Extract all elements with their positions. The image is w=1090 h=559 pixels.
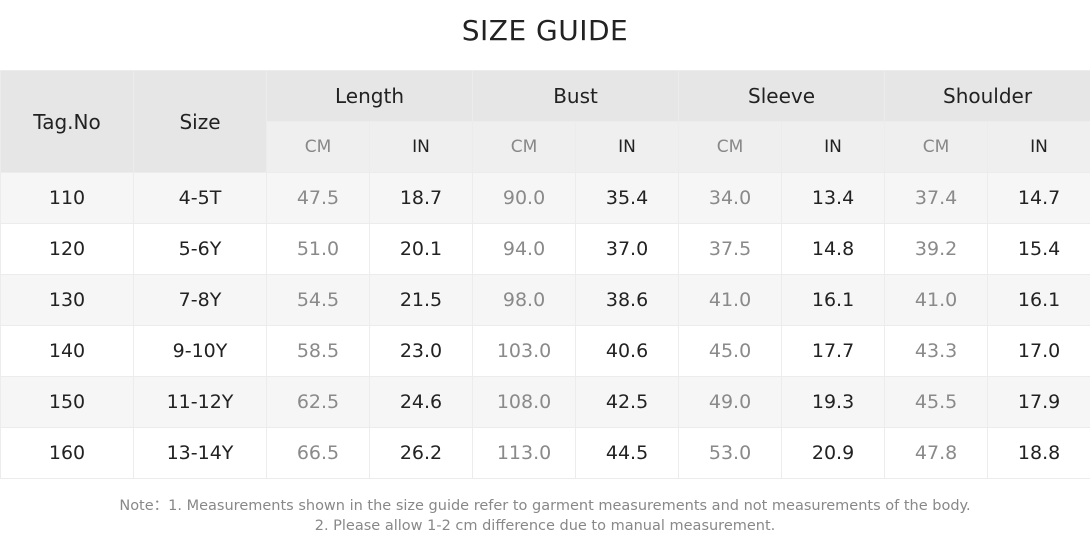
in-value-cell: 14.8 (781, 223, 886, 275)
in-value-cell: 17.9 (987, 376, 1090, 428)
in-value-cell: 16.1 (781, 274, 886, 326)
cm-value-cell: 90.0 (472, 172, 577, 224)
size-cell: 11-12Y (133, 376, 267, 428)
header-bust: Bust (472, 70, 680, 122)
size-cell: 13-14Y (133, 427, 267, 479)
table-row: 140 9-10Y 58.5 23.0 103.0 40.6 45.0 17.7 43.3 17.… (0, 325, 1090, 377)
table-row: 150 11-12Y 62.5 24.6 108.0 42.5 49.0 19.3 45.5 17… (0, 376, 1090, 428)
in-value-cell: 17.7 (781, 325, 886, 377)
header-sleeve: Sleeve (678, 70, 886, 122)
cm-value-cell: 43.3 (884, 325, 989, 377)
in-value-cell: 26.2 (368, 427, 474, 479)
in-value-cell: 20.9 (781, 427, 886, 479)
unit-cm: CM (678, 121, 783, 173)
header-size: Size (133, 70, 267, 173)
in-value-cell: 15.4 (987, 223, 1090, 275)
in-value-cell: 20.1 (368, 223, 474, 275)
cm-value-cell: 37.4 (884, 172, 989, 224)
cm-value-cell: 47.8 (884, 427, 989, 479)
cm-value-cell: 94.0 (472, 223, 577, 275)
in-value-cell: 40.6 (575, 325, 680, 377)
cm-value-cell: 58.5 (266, 325, 370, 377)
in-value-cell: 19.3 (781, 376, 886, 428)
cm-value-cell: 53.0 (678, 427, 783, 479)
size-cell: 5-6Y (133, 223, 267, 275)
in-value-cell: 17.0 (987, 325, 1090, 377)
in-value-cell: 37.0 (575, 223, 680, 275)
cm-value-cell: 34.0 (678, 172, 783, 224)
unit-in: IN (575, 121, 680, 173)
table-row: 120 5-6Y 51.0 20.1 94.0 37.0 37.5 14.8 39.2 15.4 (0, 223, 1090, 275)
in-value-cell: 13.4 (781, 172, 886, 224)
notes: Note：1. Measurements shown in the size g… (0, 496, 1090, 536)
tag-cell: 160 (0, 427, 134, 479)
page-title: SIZE GUIDE (461, 14, 629, 47)
note-line-1: Note：1. Measurements shown in the size g… (119, 498, 971, 514)
unit-cm: CM (884, 121, 989, 173)
cm-value-cell: 37.5 (678, 223, 783, 275)
tag-cell: 150 (0, 376, 134, 428)
cm-value-cell: 54.5 (266, 274, 370, 326)
in-value-cell: 24.6 (368, 376, 474, 428)
tag-cell: 120 (0, 223, 134, 275)
in-value-cell: 18.8 (987, 427, 1090, 479)
cm-value-cell: 41.0 (884, 274, 989, 326)
in-value-cell: 16.1 (987, 274, 1090, 326)
unit-in: IN (987, 121, 1090, 173)
cm-value-cell: 51.0 (266, 223, 370, 275)
in-value-cell: 35.4 (575, 172, 680, 224)
table-row: 160 13-14Y 66.5 26.2 113.0 44.5 53.0 20.9 47.8 18… (0, 427, 1090, 479)
cm-value-cell: 98.0 (472, 274, 577, 326)
cm-value-cell: 45.0 (678, 325, 783, 377)
in-value-cell: 23.0 (368, 325, 474, 377)
tag-cell: 130 (0, 274, 134, 326)
tag-cell: 110 (0, 172, 134, 224)
header-shoulder: Shoulder (884, 70, 1090, 122)
cm-value-cell: 108.0 (472, 376, 577, 428)
in-value-cell: 18.7 (368, 172, 474, 224)
in-value-cell: 14.7 (987, 172, 1090, 224)
in-value-cell: 38.6 (575, 274, 680, 326)
size-guide-table: Tag.No Size Length Bust Sleeve Shoulder … (0, 70, 1090, 479)
table-row: 110 4-5T 47.5 18.7 90.0 35.4 34.0 13.4 37.4 14.7 (0, 172, 1090, 224)
note-line-2: 2. Please allow 1-2 cm difference due to… (314, 518, 776, 534)
header-tag-no: Tag.No (0, 70, 134, 173)
cm-value-cell: 62.5 (266, 376, 370, 428)
unit-in: IN (781, 121, 886, 173)
unit-cm: CM (472, 121, 577, 173)
cm-value-cell: 103.0 (472, 325, 577, 377)
cm-value-cell: 113.0 (472, 427, 577, 479)
header-length: Length (265, 70, 474, 122)
in-value-cell: 42.5 (575, 376, 680, 428)
size-cell: 9-10Y (133, 325, 267, 377)
cm-value-cell: 39.2 (884, 223, 989, 275)
size-cell: 7-8Y (133, 274, 267, 326)
cm-value-cell: 66.5 (266, 427, 370, 479)
cm-value-cell: 49.0 (678, 376, 783, 428)
in-value-cell: 21.5 (368, 274, 474, 326)
cm-value-cell: 41.0 (678, 274, 783, 326)
unit-in: IN (368, 121, 474, 173)
in-value-cell: 44.5 (575, 427, 680, 479)
cm-value-cell: 47.5 (266, 172, 370, 224)
unit-cm: CM (266, 121, 370, 173)
cm-value-cell: 45.5 (884, 376, 989, 428)
table-row: 130 7-8Y 54.5 21.5 98.0 38.6 41.0 16.1 41.0 16.1 (0, 274, 1090, 326)
size-cell: 4-5T (133, 172, 267, 224)
tag-cell: 140 (0, 325, 134, 377)
